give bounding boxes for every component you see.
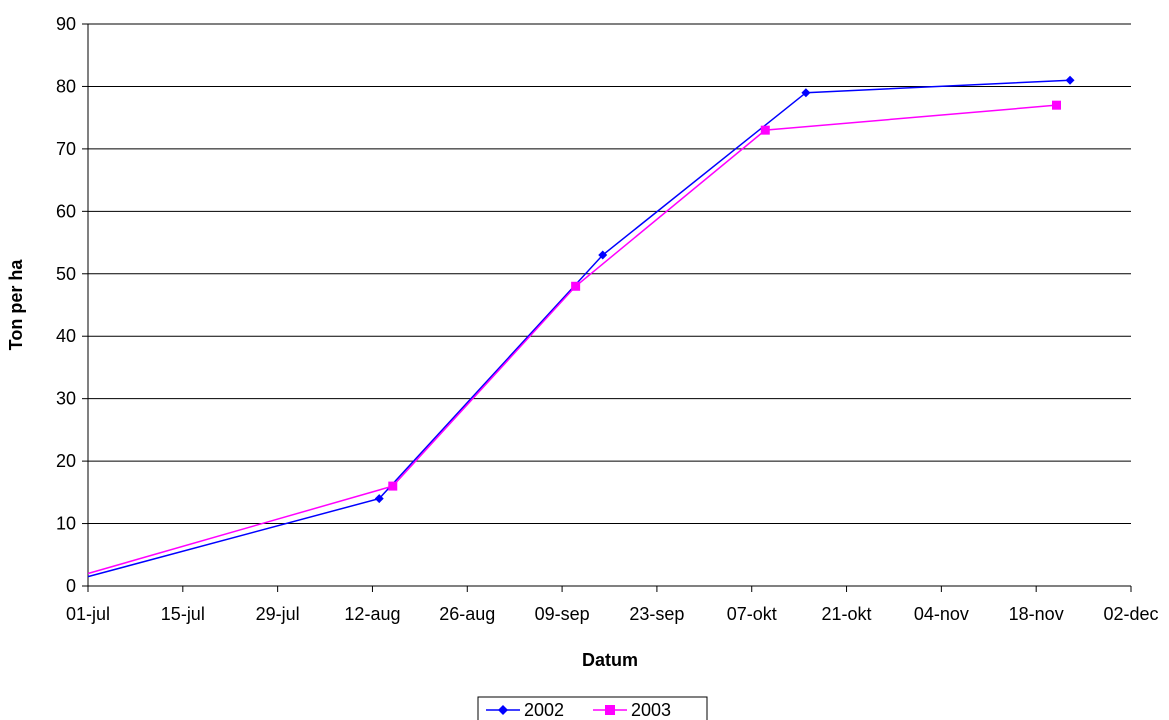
y-tick-label: 10: [56, 514, 76, 534]
y-tick-label: 0: [66, 576, 76, 596]
x-tick-label: 23-sep: [629, 604, 684, 624]
x-tick-label: 01-jul: [66, 604, 110, 624]
data-point: [1065, 75, 1075, 85]
y-tick-label: 20: [56, 451, 76, 471]
series-2003: [87, 100, 1061, 575]
series-2002: [87, 75, 1075, 578]
legend-box: [477, 696, 708, 720]
legend-label-2002: 2002: [524, 700, 564, 720]
y-tick-label: 60: [56, 201, 76, 221]
y-tick-label: 70: [56, 139, 76, 159]
series-line: [87, 79, 1071, 578]
legend-marker-2002: [498, 705, 508, 715]
x-tick-label: 26-aug: [439, 604, 495, 624]
data-point: [598, 250, 608, 260]
x-tick-label: 04-nov: [914, 604, 969, 624]
data-point: [374, 494, 384, 504]
x-tick-label: 29-jul: [256, 604, 300, 624]
gridlines: [88, 23, 1131, 525]
x-tick-label: 07-okt: [727, 604, 777, 624]
legend: 2002 2003: [477, 696, 708, 720]
y-tick-label: 40: [56, 326, 76, 346]
legend-marker-2003: [605, 705, 615, 715]
series-layer: [87, 75, 1075, 578]
data-point: [388, 481, 398, 491]
data-point: [571, 281, 581, 291]
y-ticks: 0 10 20 30 40 50 60 70 80 90: [56, 14, 88, 596]
axes: [87, 24, 1131, 587]
data-point: [801, 88, 811, 98]
x-axis-title: Datum: [582, 650, 638, 670]
x-ticks: 01-jul 15-jul 29-jul 12-aug 26-aug 09-sep 23-s…: [66, 586, 1159, 624]
y-tick-label: 50: [56, 264, 76, 284]
y-tick-label: 30: [56, 389, 76, 409]
y-axis-title: Ton per ha: [6, 259, 26, 351]
x-tick-label: 21-okt: [822, 604, 872, 624]
y-tick-label: 80: [56, 76, 76, 96]
y-tick-label: 90: [56, 14, 76, 34]
x-tick-label: 12-aug: [344, 604, 400, 624]
data-point: [760, 125, 770, 135]
x-tick-label: 02-dec: [1103, 604, 1158, 624]
series-line: [87, 104, 1057, 575]
x-tick-label: 09-sep: [535, 604, 590, 624]
legend-label-2003: 2003: [631, 700, 671, 720]
x-tick-label: 15-jul: [161, 604, 205, 624]
data-point: [1052, 100, 1061, 110]
x-tick-label: 18-nov: [1009, 604, 1064, 624]
